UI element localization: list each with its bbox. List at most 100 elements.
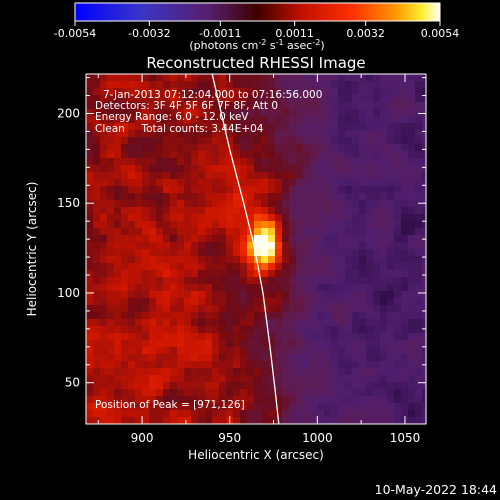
heatmap-cell [128, 95, 136, 103]
heatmap-cell [142, 375, 150, 383]
heatmap-cell [177, 200, 185, 208]
heatmap-cell [394, 340, 402, 348]
heatmap-cell [219, 284, 227, 292]
heatmap-cell [100, 277, 108, 285]
heatmap-cell [408, 88, 416, 96]
heatmap-cell [226, 88, 234, 96]
heatmap-cell [275, 361, 283, 369]
heatmap-cell [310, 270, 318, 278]
heatmap-cell [163, 326, 171, 334]
heatmap-cell [135, 186, 143, 194]
heatmap-cell [345, 396, 353, 404]
heatmap-cell [142, 116, 150, 124]
heatmap-cell [387, 291, 395, 299]
heatmap-cell [352, 277, 360, 285]
heatmap-cell [240, 186, 248, 194]
heatmap-cell [352, 95, 360, 103]
heatmap-cell [345, 389, 353, 397]
heatmap-cell [373, 270, 381, 278]
heatmap-cell [387, 403, 395, 411]
heatmap-cell [373, 361, 381, 369]
heatmap-cell [366, 228, 374, 236]
heatmap-cell [205, 340, 213, 348]
heatmap-cell [198, 102, 206, 110]
heatmap-cell [191, 81, 199, 89]
heatmap-cell [408, 417, 416, 424]
heatmap-cell [100, 151, 108, 159]
heatmap-cell [401, 214, 409, 222]
heatmap-cell [359, 284, 367, 292]
heatmap-cell [184, 228, 192, 236]
heatmap-cell [121, 354, 129, 362]
heatmap-cell [303, 410, 311, 418]
heatmap-cell [261, 347, 269, 355]
heatmap-cell [338, 347, 346, 355]
heatmap-cell [422, 263, 426, 271]
heatmap-cell [331, 277, 339, 285]
heatmap-cell [114, 249, 122, 257]
heatmap-cell [282, 410, 290, 418]
heatmap-cell [233, 277, 241, 285]
heatmap-cell [303, 193, 311, 201]
heatmap-cell [135, 319, 143, 327]
heatmap-cell [331, 410, 339, 418]
heatmap-cell [282, 88, 290, 96]
heatmap-cell [226, 193, 234, 201]
heatmap-cell [93, 256, 101, 264]
heatmap-cell [408, 130, 416, 138]
heatmap-cell [149, 221, 157, 229]
heatmap-cell [184, 403, 192, 411]
heatmap-cell [352, 256, 360, 264]
heatmap-cell [156, 340, 164, 348]
heatmap-cell [352, 221, 360, 229]
heatmap-cell [387, 165, 395, 173]
heatmap-cell [268, 144, 276, 152]
heatmap-cell [254, 312, 262, 320]
heatmap-cell [191, 361, 199, 369]
heatmap-cell [338, 256, 346, 264]
heatmap-cell [415, 319, 423, 327]
heatmap-cell [282, 263, 290, 271]
heatmap-cell [352, 193, 360, 201]
heatmap-cell [121, 95, 129, 103]
heatmap-cell [289, 165, 297, 173]
heatmap-cell [170, 305, 178, 313]
heatmap-cell [268, 158, 276, 166]
heatmap-cell [205, 186, 213, 194]
heatmap-cell [149, 410, 157, 418]
heatmap-cell [114, 312, 122, 320]
heatmap-cell [352, 88, 360, 96]
heatmap-cell [247, 207, 255, 215]
heatmap-cell [156, 165, 164, 173]
heatmap-cell [247, 116, 255, 124]
heatmap-cell [317, 144, 325, 152]
heatmap-cell [114, 172, 122, 180]
heatmap-cell [107, 200, 115, 208]
heatmap-cell [317, 200, 325, 208]
heatmap-cell [121, 347, 129, 355]
heatmap-cell [191, 368, 199, 376]
heatmap-cell [184, 291, 192, 299]
heatmap-cell [268, 298, 276, 306]
heatmap-cell [135, 410, 143, 418]
heatmap-cell [303, 172, 311, 180]
heatmap-cell [233, 361, 241, 369]
heatmap-cell [149, 298, 157, 306]
heatmap-cell [121, 340, 129, 348]
heatmap-cell [93, 151, 101, 159]
heatmap-cell [338, 291, 346, 299]
colorbar-tick-label: 0.0032 [346, 27, 385, 40]
heatmap-cell [282, 403, 290, 411]
heatmap-cell [205, 368, 213, 376]
heatmap-cell [394, 102, 402, 110]
heatmap-cell [198, 235, 206, 243]
heatmap-cell [380, 340, 388, 348]
heatmap-cell [296, 221, 304, 229]
heatmap-cell [303, 165, 311, 173]
heatmap-cell [240, 326, 248, 334]
heatmap-cell [275, 228, 283, 236]
heatmap-cell [401, 186, 409, 194]
heatmap-cell [373, 200, 381, 208]
heatmap-cell [121, 312, 129, 320]
heatmap-cell [121, 228, 129, 236]
